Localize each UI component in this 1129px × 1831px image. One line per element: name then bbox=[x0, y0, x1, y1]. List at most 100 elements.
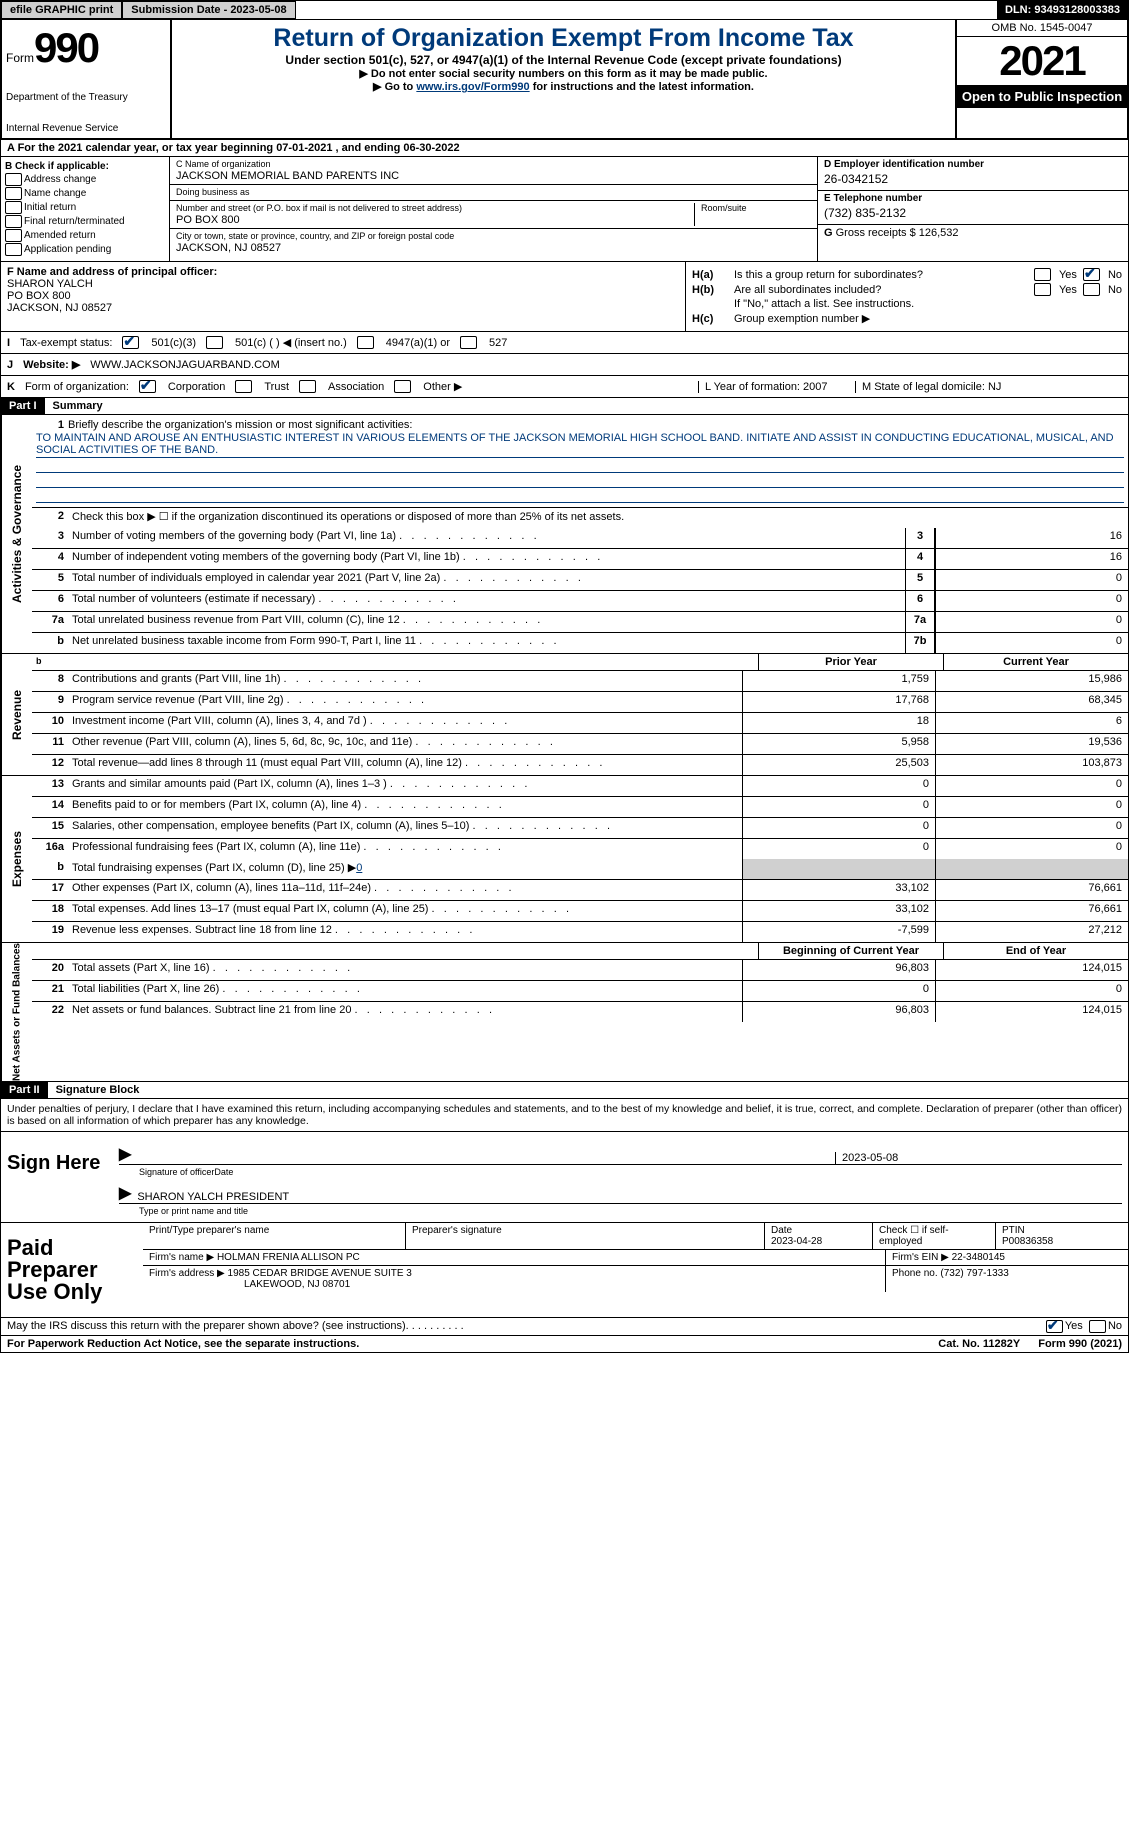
line-py: 1,759 bbox=[742, 671, 935, 691]
line-2-desc: Check this box ▶ ☐ if the organization d… bbox=[68, 508, 1128, 528]
line-cy: 0 bbox=[935, 797, 1128, 817]
line-19: 19Revenue less expenses. Subtract line 1… bbox=[32, 922, 1128, 942]
paid-preparer-label: Paid Preparer Use Only bbox=[1, 1223, 143, 1317]
line-num: 3 bbox=[32, 528, 68, 548]
form-990-year: Form 990 (2021) bbox=[1038, 1338, 1122, 1350]
line-8: 8Contributions and grants (Part VIII, li… bbox=[32, 671, 1128, 692]
line-cy: 124,015 bbox=[935, 960, 1128, 980]
may-yes[interactable] bbox=[1046, 1320, 1063, 1333]
part-ii-title: Signature Block bbox=[48, 1082, 148, 1098]
form-subtitle-1: Under section 501(c), 527, or 4947(a)(1)… bbox=[176, 53, 951, 67]
mission-block: 1 Briefly describe the organization's mi… bbox=[32, 415, 1128, 508]
form-header-left: Form990 Department of the Treasury Inter… bbox=[2, 20, 172, 138]
part-i-header: Part I Summary bbox=[0, 398, 1129, 415]
chk-corporation[interactable] bbox=[139, 380, 156, 393]
part-ii-header: Part II Signature Block bbox=[0, 1082, 1129, 1099]
section-expenses: Expenses 13Grants and similar amounts pa… bbox=[0, 776, 1129, 943]
form-header-right: OMB No. 1545-0047 2021 Open to Public In… bbox=[955, 20, 1127, 138]
room-suite: Room/suite bbox=[695, 203, 811, 226]
officer-name-title: SHARON YALCH PRESIDENT bbox=[137, 1191, 1122, 1203]
end-year-hdr: End of Year bbox=[943, 943, 1128, 959]
section-revenue: Revenue b Prior Year Current Year 8Contr… bbox=[0, 654, 1129, 776]
prep-sig-lbl: Preparer's signature bbox=[406, 1223, 765, 1249]
cell-phone: E Telephone number (732) 835-2132 bbox=[818, 191, 1128, 225]
irs-link[interactable]: www.irs.gov/Form990 bbox=[416, 81, 529, 93]
phone-label: E Telephone number bbox=[824, 193, 1122, 204]
line-desc: Total number of volunteers (estimate if … bbox=[68, 591, 905, 611]
line-py: 17,768 bbox=[742, 692, 935, 712]
line-num: 18 bbox=[32, 901, 68, 921]
section-net-assets: Net Assets or Fund Balances Beginning of… bbox=[0, 943, 1129, 1082]
chk-application-pending[interactable]: Application pending bbox=[5, 243, 165, 256]
chk-lbl: Application pending bbox=[24, 244, 111, 255]
chk-527[interactable] bbox=[460, 336, 477, 349]
line-desc: Program service revenue (Part VIII, line… bbox=[68, 692, 742, 712]
line-13: 13Grants and similar amounts paid (Part … bbox=[32, 776, 1128, 797]
j-txt: Website: ▶ bbox=[23, 358, 80, 371]
form-subtitle-3: ▶ Go to www.irs.gov/Form990 for instruct… bbox=[176, 80, 951, 93]
chk-name-change[interactable]: Name change bbox=[5, 187, 165, 200]
chk-501c3[interactable] bbox=[122, 336, 139, 349]
line-num: 17 bbox=[32, 880, 68, 900]
submission-date-button[interactable]: Submission Date - 2023-05-08 bbox=[122, 1, 295, 19]
no-lbl: No bbox=[1108, 269, 1122, 281]
hb-yes[interactable] bbox=[1034, 283, 1051, 296]
mission-blank-1 bbox=[36, 458, 1124, 473]
chk-trust[interactable] bbox=[235, 380, 252, 393]
line-cy: 0 bbox=[935, 981, 1128, 1001]
ha-yes[interactable] bbox=[1034, 268, 1051, 281]
form-title: Return of Organization Exempt From Incom… bbox=[176, 24, 951, 53]
line-py: 0 bbox=[742, 797, 935, 817]
arrow-icon: ▶ bbox=[119, 1144, 137, 1164]
line-16b: b Total fundraising expenses (Part IX, c… bbox=[32, 859, 1128, 880]
hc-txt: Group exemption number ▶ bbox=[734, 312, 1122, 325]
line-desc: Total number of individuals employed in … bbox=[68, 570, 905, 590]
cell-address: Number and street (or P.O. box if mail i… bbox=[170, 201, 817, 229]
line-cy: 76,661 bbox=[935, 901, 1128, 921]
ha-lbl: H(a) bbox=[692, 269, 728, 281]
sign-here-block: Sign Here ▶2023-05-08 Signature of offic… bbox=[0, 1132, 1129, 1223]
line-num: 21 bbox=[32, 981, 68, 1001]
may-no[interactable] bbox=[1089, 1320, 1106, 1333]
row-i-tax-exempt: ITax-exempt status: 501(c)(3) 501(c) ( )… bbox=[0, 332, 1129, 354]
chk-address-change[interactable]: Address change bbox=[5, 173, 165, 186]
ha-no[interactable] bbox=[1083, 268, 1100, 281]
chk-association[interactable] bbox=[299, 380, 316, 393]
r2av: HOLMAN FRENIA ALLISON PC bbox=[217, 1252, 360, 1263]
line-num: b bbox=[32, 633, 68, 653]
section-governance: Activities & Governance 1 Briefly descri… bbox=[0, 415, 1129, 654]
line-py: 33,102 bbox=[742, 880, 935, 900]
chk-amended-return[interactable]: Amended return bbox=[5, 229, 165, 242]
l16b-val[interactable]: 0 bbox=[356, 862, 362, 874]
line-box: 6 bbox=[905, 591, 935, 611]
line-desc: Salaries, other compensation, employee b… bbox=[68, 818, 742, 838]
sig-of-lbl: Signature of officer bbox=[139, 1167, 214, 1177]
line-cy: 0 bbox=[935, 839, 1128, 859]
chk-initial-return[interactable]: Initial return bbox=[5, 201, 165, 214]
chk-lbl: Final return/terminated bbox=[24, 216, 125, 227]
part-i-bar: Part I bbox=[1, 398, 45, 414]
form-number: 990 bbox=[34, 24, 98, 71]
chk-other[interactable] bbox=[394, 380, 411, 393]
line-cy: 0 bbox=[935, 776, 1128, 796]
chk-501c[interactable] bbox=[206, 336, 223, 349]
line-desc: Total unrelated business revenue from Pa… bbox=[68, 612, 905, 632]
line-val: 16 bbox=[935, 528, 1128, 548]
h-c: H(c)Group exemption number ▶ bbox=[692, 312, 1122, 325]
chk-final-return[interactable]: Final return/terminated bbox=[5, 215, 165, 228]
department-label: Department of the Treasury bbox=[6, 92, 166, 103]
chk-4947[interactable] bbox=[357, 336, 374, 349]
line-box: 7b bbox=[905, 633, 935, 653]
cell-gross-receipts: G Gross receipts $ 126,532 bbox=[818, 225, 1128, 241]
line-box: 3 bbox=[905, 528, 935, 548]
line-desc: Revenue less expenses. Subtract line 18 … bbox=[68, 922, 742, 942]
line-py: 18 bbox=[742, 713, 935, 733]
row-k-form-org: KForm of organization: Corporation Trust… bbox=[0, 376, 1129, 398]
firm-name: Firm's name ▶ HOLMAN FRENIA ALLISON PC bbox=[143, 1250, 886, 1265]
city-label: City or town, state or province, country… bbox=[176, 231, 811, 241]
hb-no[interactable] bbox=[1083, 283, 1100, 296]
paperwork-notice: For Paperwork Reduction Act Notice, see … bbox=[7, 1338, 359, 1350]
h-section: H(a)Is this a group return for subordina… bbox=[686, 262, 1128, 331]
efile-print-button[interactable]: efile GRAPHIC print bbox=[1, 1, 122, 19]
line-6: 6Total number of volunteers (estimate if… bbox=[32, 591, 1128, 612]
